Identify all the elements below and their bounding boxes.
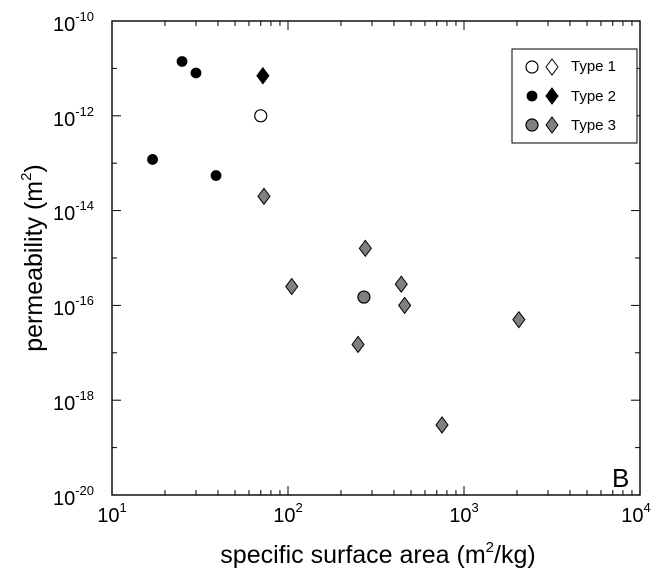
legend-diamond-marker xyxy=(545,116,559,134)
y-tick-label: 10-14 xyxy=(53,198,94,225)
data-points xyxy=(147,56,526,434)
legend-circle-marker xyxy=(525,60,539,74)
y-tick-label: 10-20 xyxy=(53,483,94,510)
x-axis-title: specific surface area (m2/kg) xyxy=(220,539,535,569)
x-tick-label: 102 xyxy=(273,500,302,527)
legend-circle-marker xyxy=(526,90,538,102)
type-3-diamond-point xyxy=(257,187,271,206)
type-3-diamond-point xyxy=(435,416,449,434)
legend-label: Type 2 xyxy=(571,88,616,105)
type-2-dot-point xyxy=(176,56,188,67)
type-2-dot-point xyxy=(210,170,222,181)
type-3-circle-point xyxy=(357,290,371,304)
y-tick-label: 10-10 xyxy=(53,9,94,36)
y-tick-label: 10-18 xyxy=(53,388,94,415)
y-axis-title: permeability (m2) xyxy=(18,164,48,352)
legend-label: Type 3 xyxy=(571,117,616,134)
type-3-diamond-point xyxy=(398,296,412,315)
legend-markers xyxy=(525,58,559,134)
legend-circle-marker xyxy=(525,118,539,132)
type-3-diamond-point xyxy=(285,277,299,296)
type-2-dot-point xyxy=(147,154,158,165)
type-3-diamond-point xyxy=(351,335,365,354)
x-tick-label: 104 xyxy=(621,500,650,527)
x-tick-label: 103 xyxy=(449,500,478,527)
legend-diamond-marker xyxy=(545,58,559,76)
panel-label: B xyxy=(612,463,629,493)
type-3-diamond-point xyxy=(358,239,372,258)
type-2-dot-point xyxy=(190,67,202,79)
x-tick-label: 101 xyxy=(97,500,126,527)
legend: Type 1 Type 2 Type 3 xyxy=(511,48,638,144)
y-tick-labels: 10-20 10-18 10-16 10-14 10-12 10-10 xyxy=(53,9,94,510)
axis-ticks xyxy=(111,20,641,496)
y-tick-label: 10-12 xyxy=(53,104,94,131)
legend-diamond-marker xyxy=(545,87,559,105)
type-3-diamond-point xyxy=(394,275,408,294)
legend-label: Type 1 xyxy=(571,58,616,75)
y-tick-label: 10-16 xyxy=(53,293,94,320)
type-2-diamond-point xyxy=(256,66,270,85)
x-tick-labels: 101 102 103 104 xyxy=(97,500,650,527)
type-3-diamond-point xyxy=(512,310,526,329)
type-1-circle-point xyxy=(254,109,268,123)
